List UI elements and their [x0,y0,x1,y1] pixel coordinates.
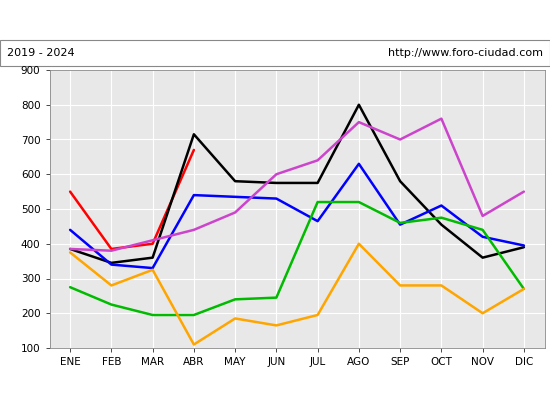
Text: http://www.foro-ciudad.com: http://www.foro-ciudad.com [388,48,543,58]
Text: 2019 - 2024: 2019 - 2024 [7,48,74,58]
Text: Evolucion Nº Turistas Extranjeros en el municipio de Priego de Córdoba: Evolucion Nº Turistas Extranjeros en el … [7,14,543,26]
